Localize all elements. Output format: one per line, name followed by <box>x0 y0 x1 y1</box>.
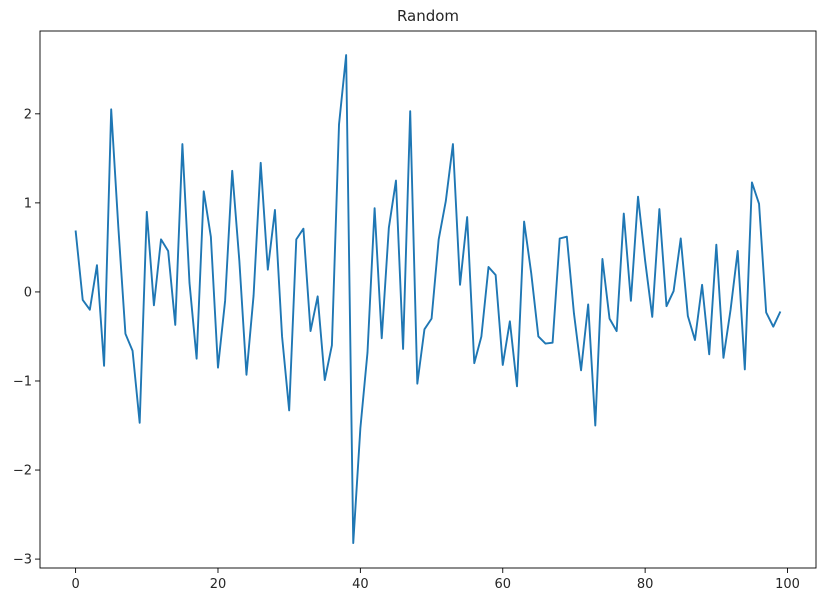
y-tick-label: −3 <box>13 553 32 568</box>
plot-area <box>74 54 782 545</box>
y-tick-label: −2 <box>13 464 32 479</box>
y-tick-label: 2 <box>24 107 32 122</box>
y-tick-label: 1 <box>24 196 32 211</box>
y-tick-label: 0 <box>24 285 32 300</box>
axes-frame <box>39 30 817 569</box>
x-tick-label: 40 <box>352 577 369 592</box>
x-axis: 0 20 40 60 80 100 <box>71 568 800 592</box>
y-tick-label: −1 <box>13 374 32 389</box>
x-tick-label: 60 <box>494 577 511 592</box>
series-line-0 <box>74 54 782 545</box>
x-tick-label: 100 <box>775 577 800 592</box>
y-axis: −3 −2 −1 0 1 2 <box>13 107 40 568</box>
x-tick-label: 0 <box>71 577 79 592</box>
x-tick-label: 20 <box>210 577 227 592</box>
x-tick-label: 80 <box>637 577 654 592</box>
chart-title: Random <box>397 7 459 25</box>
